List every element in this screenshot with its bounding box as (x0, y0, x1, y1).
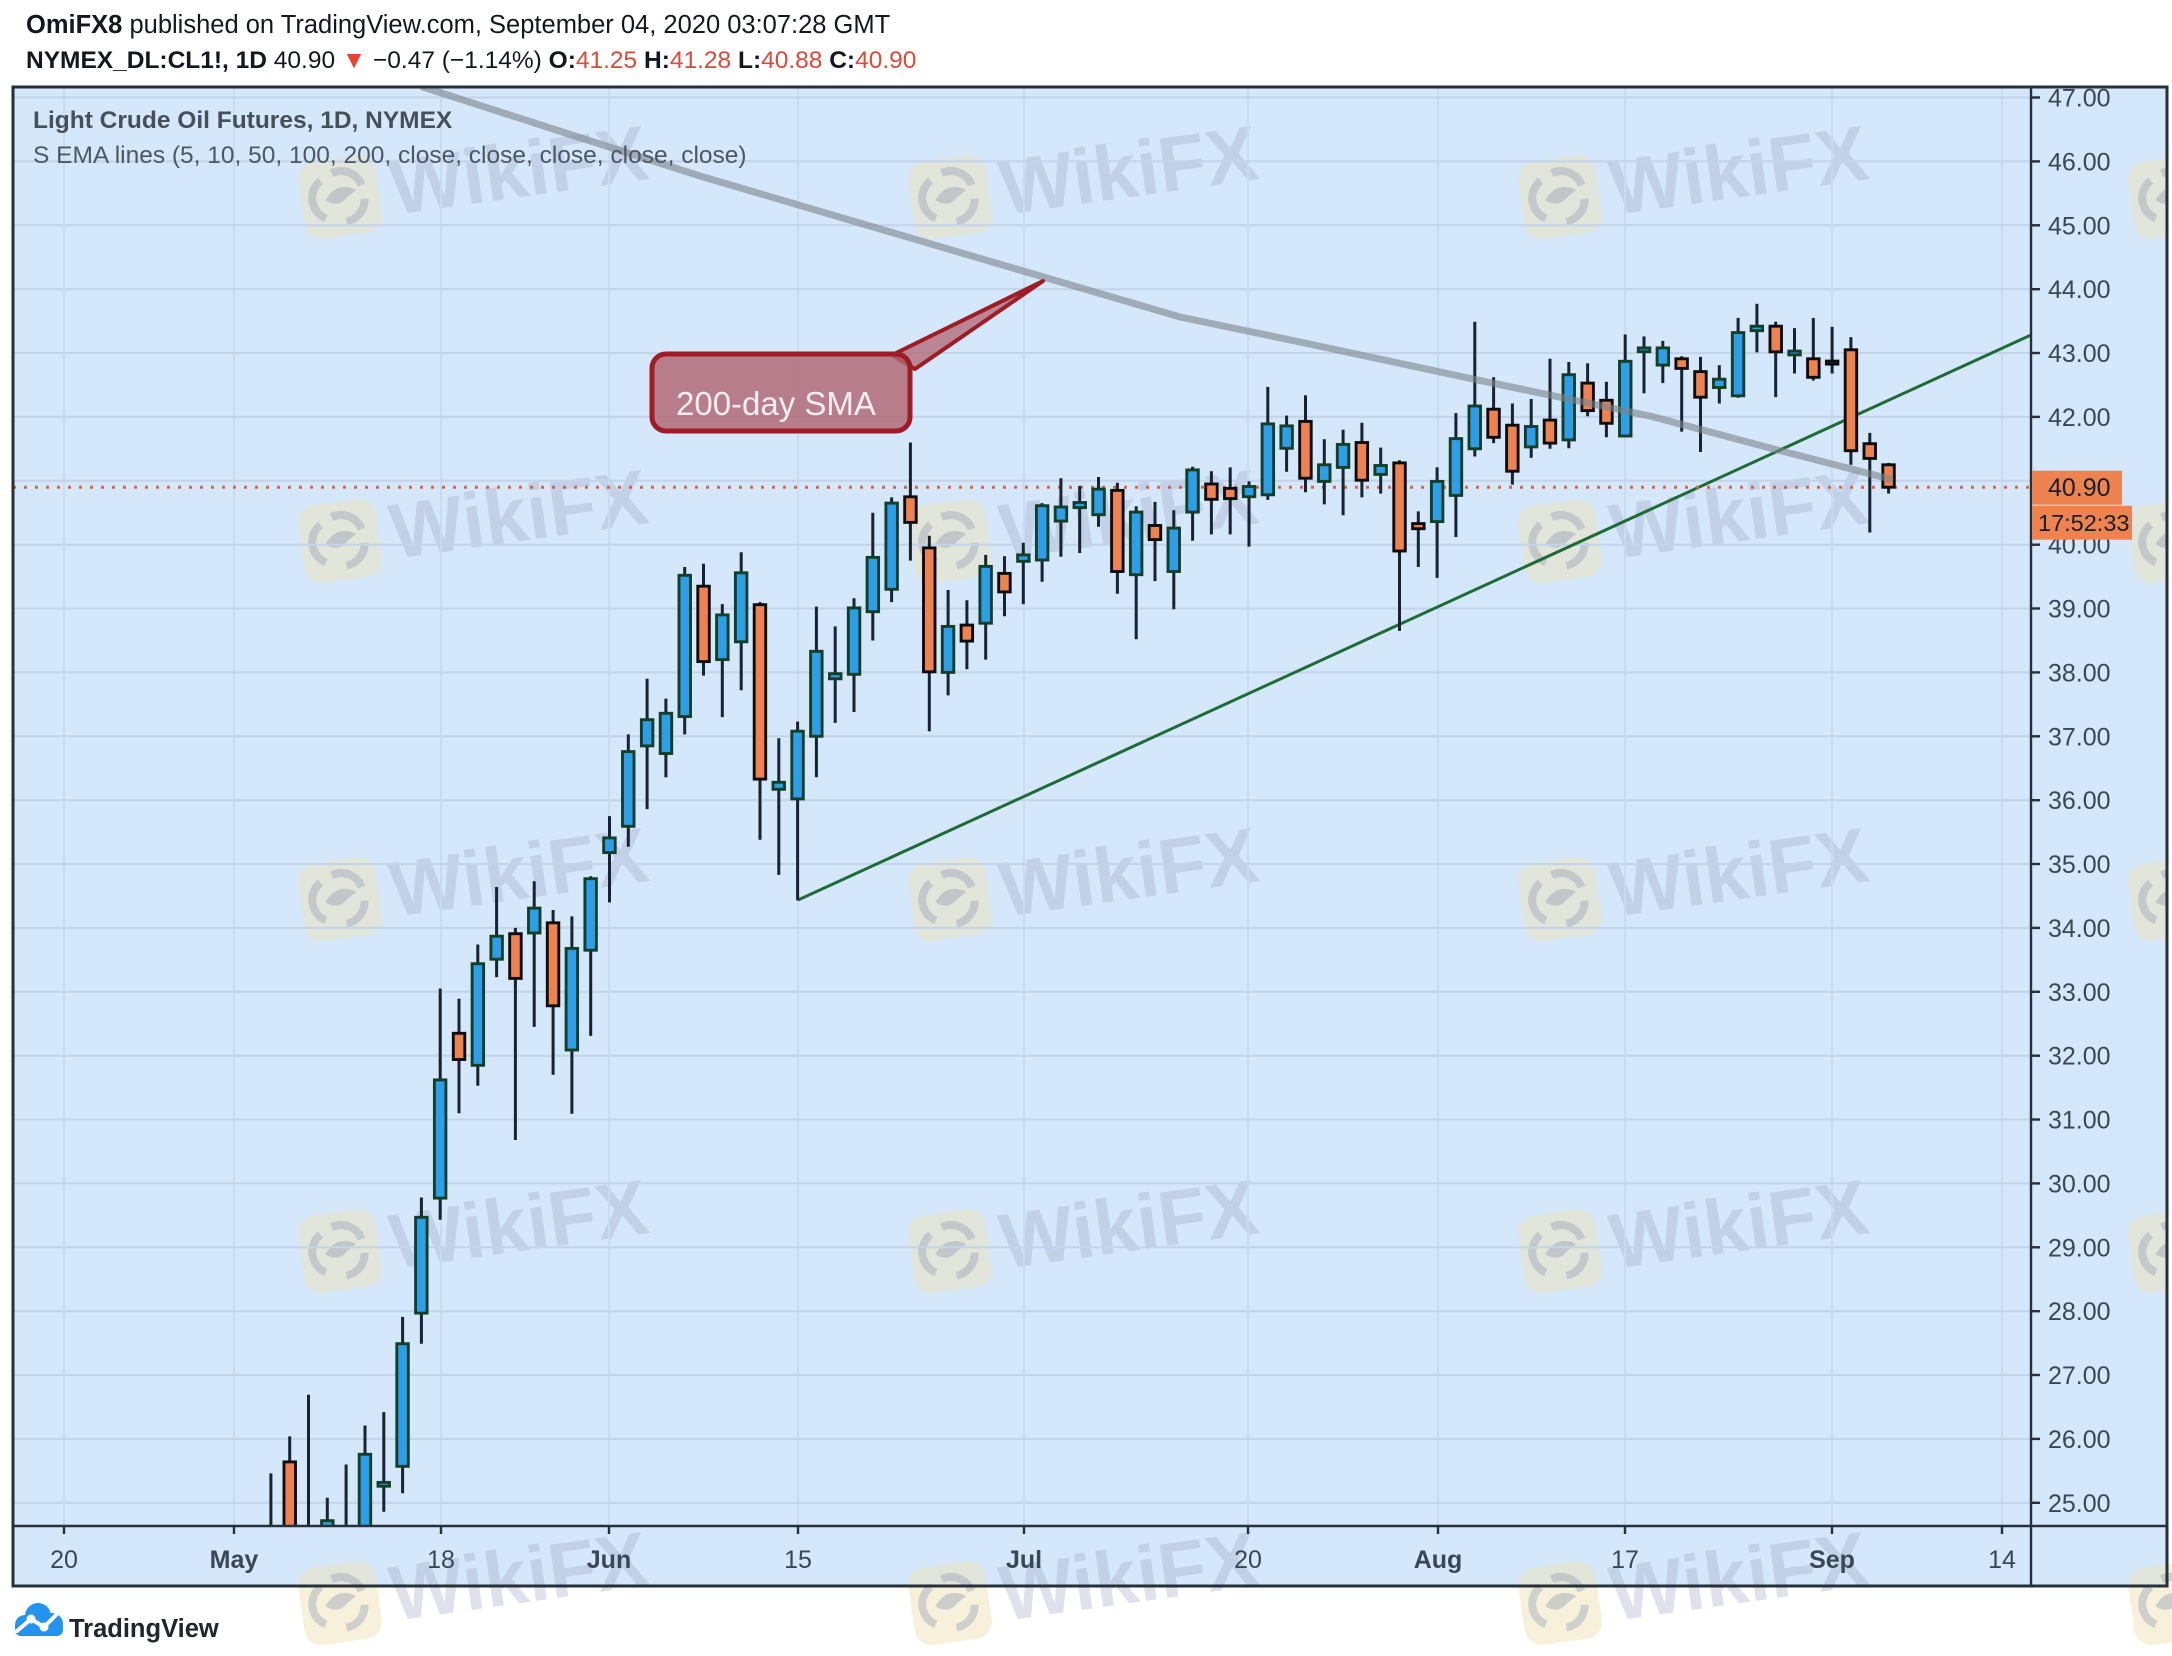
svg-text:38.00: 38.00 (2048, 659, 2111, 687)
svg-text:17:52:33: 17:52:33 (2038, 510, 2129, 536)
svg-text:35.00: 35.00 (2048, 851, 2111, 879)
svg-text:14: 14 (1988, 1546, 2016, 1574)
svg-text:31.00: 31.00 (2048, 1107, 2111, 1135)
svg-text:42.00: 42.00 (2048, 404, 2111, 432)
svg-text:28.00: 28.00 (2048, 1298, 2111, 1326)
svg-text:20: 20 (50, 1546, 78, 1574)
svg-text:May: May (210, 1546, 259, 1574)
svg-text:15: 15 (784, 1546, 812, 1574)
svg-text:Jun: Jun (587, 1546, 631, 1574)
svg-text:44.00: 44.00 (2048, 276, 2111, 304)
svg-text:18: 18 (427, 1546, 455, 1574)
svg-text:40.90: 40.90 (2048, 474, 2111, 502)
svg-text:33.00: 33.00 (2048, 979, 2111, 1007)
svg-text:S EMA lines (5, 10, 50, 100, 2: S EMA lines (5, 10, 50, 100, 200, close,… (33, 142, 747, 169)
svg-text:OmiFX8 published on TradingVie: OmiFX8 published on TradingView.com, Sep… (26, 11, 890, 39)
svg-text:43.00: 43.00 (2048, 340, 2111, 368)
svg-text:Jul: Jul (1006, 1546, 1042, 1574)
svg-text:17: 17 (1611, 1546, 1639, 1574)
svg-text:34.00: 34.00 (2048, 915, 2111, 943)
svg-text:Light Crude Oil Futures, 1D, N: Light Crude Oil Futures, 1D, NYMEX (33, 107, 453, 134)
svg-text:NYMEX_DL:CL1!, 1D 40.90 ▼ −0.: NYMEX_DL:CL1!, 1D 40.90 ▼ −0.47 (−1.14%)… (26, 47, 916, 74)
svg-text:47.00: 47.00 (2048, 85, 2111, 113)
svg-text:36.00: 36.00 (2048, 787, 2111, 815)
svg-text:29.00: 29.00 (2048, 1234, 2111, 1262)
svg-text:37.00: 37.00 (2048, 723, 2111, 751)
svg-text:200-day SMA: 200-day SMA (676, 385, 876, 422)
svg-text:25.00: 25.00 (2048, 1490, 2111, 1518)
svg-text:TradingView: TradingView (69, 1615, 219, 1643)
svg-text:30.00: 30.00 (2048, 1170, 2111, 1198)
svg-text:32.00: 32.00 (2048, 1043, 2111, 1071)
svg-text:45.00: 45.00 (2048, 212, 2111, 240)
svg-text:27.00: 27.00 (2048, 1362, 2111, 1390)
svg-text:Aug: Aug (1414, 1546, 1463, 1574)
svg-text:39.00: 39.00 (2048, 596, 2111, 624)
svg-text:46.00: 46.00 (2048, 148, 2111, 176)
svg-text:26.00: 26.00 (2048, 1426, 2111, 1454)
svg-text:Sep: Sep (1809, 1546, 1855, 1574)
svg-text:20: 20 (1234, 1546, 1262, 1574)
